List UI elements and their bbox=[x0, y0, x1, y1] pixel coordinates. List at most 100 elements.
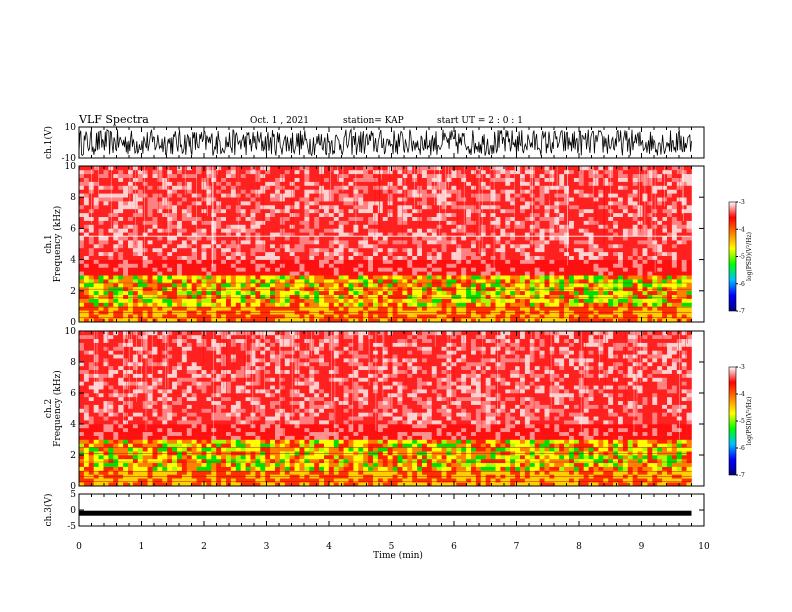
heatmap-cell bbox=[480, 271, 486, 276]
heatmap-cell bbox=[622, 228, 629, 233]
heatmap-cell bbox=[485, 173, 491, 178]
heatmap-cell bbox=[456, 208, 462, 214]
heatmap-cell bbox=[348, 314, 354, 319]
heatmap-cell bbox=[255, 263, 261, 268]
heatmap-cell bbox=[412, 189, 418, 194]
heatmap-cell bbox=[363, 189, 369, 194]
heatmap-cell bbox=[515, 224, 521, 229]
heatmap-cell bbox=[559, 173, 565, 178]
heatmap-cell bbox=[564, 169, 570, 175]
heatmap-cell bbox=[657, 298, 663, 303]
heatmap-cell bbox=[382, 318, 388, 323]
heatmap-cell bbox=[103, 173, 109, 178]
heatmap-cell bbox=[569, 208, 575, 214]
heatmap-cell bbox=[471, 263, 477, 268]
heatmap-cell bbox=[662, 271, 668, 276]
heatmap-cell bbox=[402, 240, 408, 245]
heatmap-cell bbox=[608, 275, 614, 280]
heatmap-cell bbox=[265, 263, 271, 268]
heatmap-cell bbox=[206, 189, 212, 194]
heatmap-cell bbox=[559, 255, 565, 260]
heatmap-cell bbox=[603, 318, 609, 323]
heatmap-cell bbox=[622, 212, 629, 217]
heatmap-cell bbox=[377, 279, 384, 284]
heatmap-cell bbox=[613, 197, 619, 202]
heatmap-cell bbox=[275, 271, 281, 276]
heatmap-cell bbox=[358, 255, 364, 260]
heatmap-cell bbox=[505, 259, 511, 264]
heatmap-cell bbox=[128, 240, 134, 245]
heatmap-cell bbox=[250, 259, 256, 264]
heatmap-cell bbox=[98, 244, 104, 249]
heatmap-cell bbox=[265, 271, 271, 276]
heatmap-cell bbox=[250, 185, 256, 190]
heatmap-cell bbox=[441, 314, 447, 319]
heatmap-cell bbox=[343, 290, 349, 295]
heatmap-cell bbox=[583, 283, 589, 288]
heatmap-cell bbox=[177, 302, 183, 307]
heatmap-cell bbox=[505, 314, 511, 319]
heatmap-cell bbox=[446, 189, 452, 194]
heatmap-cell bbox=[108, 263, 114, 268]
heatmap-cell bbox=[128, 275, 134, 280]
heatmap-cell bbox=[431, 255, 437, 260]
heatmap-cell bbox=[230, 216, 237, 221]
heatmap-cell bbox=[603, 271, 609, 276]
heatmap-cell bbox=[544, 181, 550, 186]
heatmap-cell bbox=[294, 244, 300, 249]
heatmap-cell bbox=[265, 185, 271, 190]
heatmap-cell bbox=[510, 181, 516, 186]
heatmap-cell bbox=[226, 283, 232, 288]
heatmap-cell bbox=[613, 279, 619, 284]
heatmap-cell bbox=[456, 173, 462, 178]
heatmap-cell bbox=[358, 251, 364, 256]
heatmap-cell bbox=[93, 228, 99, 233]
heatmap-cell bbox=[128, 173, 134, 178]
heatmap-cell bbox=[539, 232, 545, 237]
heatmap-cell bbox=[226, 263, 232, 268]
heatmap-cell bbox=[363, 314, 369, 319]
heatmap-cell bbox=[98, 251, 104, 256]
heatmap-cell bbox=[475, 314, 482, 319]
heatmap-cell bbox=[270, 169, 276, 175]
heatmap-cell bbox=[368, 306, 374, 311]
heatmap-cell bbox=[348, 283, 354, 288]
heatmap-cell bbox=[113, 177, 119, 182]
heatmap-cell bbox=[446, 247, 452, 253]
heatmap-cell bbox=[250, 275, 256, 280]
heatmap-cell bbox=[162, 236, 168, 241]
heatmap-cell bbox=[358, 220, 364, 225]
heatmap-cell bbox=[186, 166, 192, 171]
heatmap-cell bbox=[387, 283, 393, 288]
heatmap-cell bbox=[578, 216, 584, 221]
heatmap-cell bbox=[240, 298, 246, 303]
heatmap-cell bbox=[294, 298, 300, 303]
heatmap-cell bbox=[206, 228, 212, 233]
heatmap-cell bbox=[461, 197, 467, 202]
heatmap-cell bbox=[319, 267, 325, 272]
heatmap-cell bbox=[79, 306, 85, 311]
heatmap-cell bbox=[353, 263, 359, 268]
heatmap-cell bbox=[451, 201, 457, 206]
heatmap-cell bbox=[520, 247, 526, 253]
heatmap-cell bbox=[108, 240, 114, 245]
heatmap-cell bbox=[549, 271, 555, 276]
heatmap-cell bbox=[441, 181, 447, 186]
heatmap-cell bbox=[539, 189, 545, 194]
heatmap-cell bbox=[603, 220, 609, 225]
heatmap-cell bbox=[588, 298, 594, 303]
heatmap-cell bbox=[128, 318, 134, 323]
heatmap-cell bbox=[328, 275, 335, 280]
heatmap-cell bbox=[671, 236, 678, 241]
heatmap-cell bbox=[480, 232, 486, 237]
heatmap-cell bbox=[539, 251, 545, 256]
heatmap-cell bbox=[426, 283, 433, 288]
heatmap-cell bbox=[529, 244, 535, 249]
heatmap-cell bbox=[250, 224, 256, 229]
heatmap-cell bbox=[98, 169, 104, 175]
heatmap-cell bbox=[490, 189, 496, 194]
heatmap-cell bbox=[309, 275, 315, 280]
heatmap-cell bbox=[524, 181, 531, 186]
heatmap-cell bbox=[333, 302, 339, 307]
heatmap-cell bbox=[368, 224, 374, 229]
